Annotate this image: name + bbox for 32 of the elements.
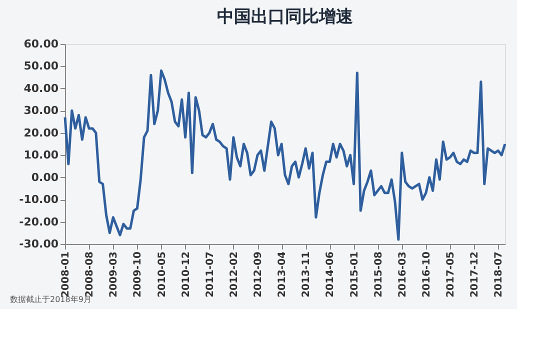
line-series: [64, 69, 506, 241]
x-tick-label: 2010-05: [156, 251, 168, 298]
y-tick-label: 20.00: [24, 126, 59, 140]
text: 数据截止于2018年9月: [10, 295, 92, 304]
x-tick-label: 2010-12: [180, 251, 192, 298]
x-tick-label: 2013-04: [277, 251, 288, 298]
x-tick-label: 2014-06: [325, 251, 336, 298]
x-tick-label: 2017-12: [470, 251, 481, 298]
x-tick-label: 2015-08: [373, 251, 384, 298]
x-tick-label: 2013-11: [301, 251, 312, 298]
x-tick-label: 2009-10: [132, 251, 144, 298]
y-tick-label: -20.00: [19, 215, 59, 228]
x-tick-label: 2009-03: [108, 251, 120, 298]
x-tick-label: 2012-02: [228, 251, 240, 298]
y-tick-label: 10.00: [24, 148, 59, 162]
x-tick-label: 2017-05: [446, 251, 456, 298]
y-tick-label: 0.00: [31, 170, 59, 184]
x-tick-label: 2015-01: [349, 251, 360, 298]
x-tick-label: 2008-08: [84, 251, 96, 298]
y-tick-label: 40.00: [24, 82, 59, 95]
y-tick-label: 50.00: [24, 60, 59, 73]
x-tick-label: 2011-07: [204, 251, 216, 298]
y-tick-label: 60.00: [24, 38, 59, 50]
y-tick-label: -10.00: [19, 193, 59, 206]
y-tick-label: -30.00: [19, 238, 59, 250]
x-tick-label: 2012-09: [253, 251, 264, 298]
chart-title: 中国出口同比增速: [217, 7, 353, 27]
x-tick-label: 2018-07: [494, 251, 505, 298]
x-tick-label: 2016-10: [421, 251, 432, 298]
x-tick-label: 2008-01: [60, 251, 72, 298]
x-tick-label: 2016-03: [397, 251, 408, 298]
y-tick-label: 30.00: [24, 104, 59, 118]
